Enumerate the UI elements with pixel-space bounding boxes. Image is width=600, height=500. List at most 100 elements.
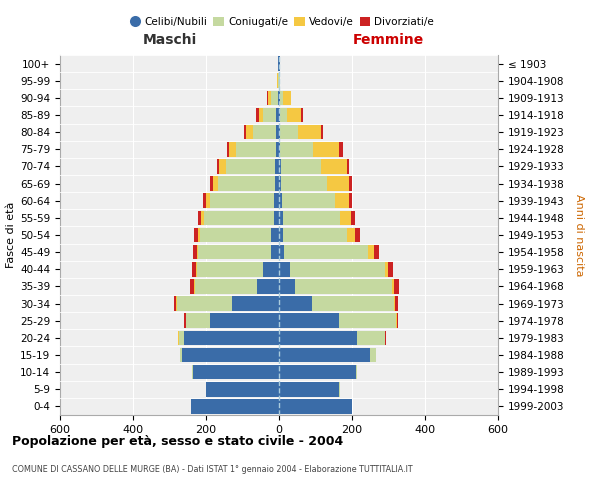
Bar <box>313 142 339 156</box>
Bar <box>368 245 374 260</box>
Bar <box>198 228 200 242</box>
Bar <box>281 159 321 174</box>
Bar <box>209 314 279 328</box>
Bar <box>279 194 282 208</box>
Bar <box>244 125 246 140</box>
Text: Femmine: Femmine <box>353 34 424 48</box>
Bar <box>195 279 257 293</box>
Bar <box>279 279 295 293</box>
Bar <box>279 56 280 71</box>
Bar <box>253 125 277 140</box>
Bar <box>349 194 352 208</box>
Bar <box>177 296 232 311</box>
Bar <box>279 210 283 225</box>
Bar <box>275 176 279 191</box>
Y-axis label: Fasce di età: Fasce di età <box>6 202 16 268</box>
Bar <box>280 142 313 156</box>
Text: Popolazione per età, sesso e stato civile - 2004: Popolazione per età, sesso e stato civil… <box>12 435 343 448</box>
Bar <box>347 228 355 242</box>
Bar <box>347 159 349 174</box>
Bar <box>227 142 229 156</box>
Bar <box>197 245 198 260</box>
Bar <box>280 90 283 105</box>
Bar <box>182 348 279 362</box>
Bar <box>193 245 197 260</box>
Bar <box>179 330 184 345</box>
Bar <box>279 365 356 380</box>
Bar <box>263 108 276 122</box>
Bar <box>194 228 198 242</box>
Bar <box>259 108 263 122</box>
Bar <box>283 210 340 225</box>
Bar <box>276 108 279 122</box>
Bar <box>279 90 280 105</box>
Bar <box>385 262 388 276</box>
Bar <box>246 125 253 140</box>
Text: COMUNE DI CASSANO DELLE MURGE (BA) - Dati ISTAT 1° gennaio 2004 - Elaborazione T: COMUNE DI CASSANO DELLE MURGE (BA) - Dat… <box>12 465 413 474</box>
Text: Maschi: Maschi <box>142 34 197 48</box>
Bar <box>321 125 323 140</box>
Bar <box>374 245 379 260</box>
Bar <box>281 176 327 191</box>
Bar <box>271 228 279 242</box>
Bar <box>204 210 274 225</box>
Bar <box>351 210 355 225</box>
Bar <box>395 296 398 311</box>
Bar <box>279 348 370 362</box>
Bar <box>236 142 276 156</box>
Bar <box>396 314 397 328</box>
Bar <box>397 314 398 328</box>
Bar <box>197 262 263 276</box>
Bar <box>339 314 396 328</box>
Bar <box>340 210 351 225</box>
Bar <box>268 90 271 105</box>
Bar <box>190 279 194 293</box>
Bar <box>271 90 278 105</box>
Bar <box>298 125 321 140</box>
Bar <box>275 159 279 174</box>
Legend: Celibi/Nubili, Coniugati/e, Vedovi/e, Divorziati/e: Celibi/Nubili, Coniugati/e, Vedovi/e, Di… <box>125 12 439 31</box>
Bar <box>279 399 352 413</box>
Bar <box>370 348 376 362</box>
Bar <box>232 296 279 311</box>
Bar <box>219 159 226 174</box>
Bar <box>257 279 279 293</box>
Bar <box>295 279 392 293</box>
Bar <box>186 314 209 328</box>
Y-axis label: Anni di nascita: Anni di nascita <box>574 194 584 276</box>
Bar <box>279 330 358 345</box>
Bar <box>388 262 393 276</box>
Bar <box>284 245 368 260</box>
Bar <box>278 90 279 105</box>
Bar <box>256 108 259 122</box>
Bar <box>218 176 275 191</box>
Bar <box>212 176 218 191</box>
Bar <box>358 330 385 345</box>
Bar <box>279 125 280 140</box>
Bar <box>394 296 395 311</box>
Bar <box>209 194 274 208</box>
Bar <box>279 314 339 328</box>
Bar <box>356 365 357 380</box>
Bar <box>287 108 301 122</box>
Bar <box>206 382 279 396</box>
Bar <box>174 296 176 311</box>
Bar <box>279 296 312 311</box>
Bar <box>280 125 298 140</box>
Bar <box>279 159 281 174</box>
Bar <box>197 210 201 225</box>
Bar <box>203 194 206 208</box>
Bar <box>201 210 204 225</box>
Bar <box>290 90 292 105</box>
Bar <box>196 262 197 276</box>
Bar <box>181 348 182 362</box>
Bar <box>394 279 400 293</box>
Bar <box>301 108 303 122</box>
Bar <box>321 159 347 174</box>
Bar <box>280 108 287 122</box>
Bar <box>283 228 347 242</box>
Bar <box>274 194 279 208</box>
Bar <box>184 330 279 345</box>
Bar <box>355 228 360 242</box>
Bar <box>209 176 212 191</box>
